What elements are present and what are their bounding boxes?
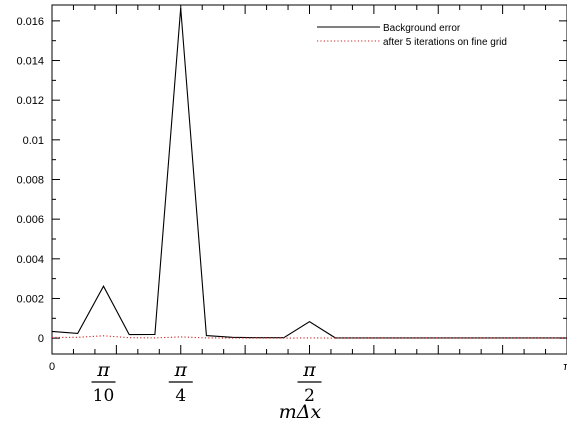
x-axis-label: mΔx xyxy=(279,401,322,423)
x-fraction-denominator: 2 xyxy=(304,386,315,406)
x-fraction-numerator: π xyxy=(96,359,110,381)
y-axis: 0 0.002 0.004 0.006 0.008 0.01 0.012 0.014 0.016 xyxy=(16,16,567,345)
y-tick-label: 0.008 xyxy=(16,175,44,187)
y-tick-label: 0.012 xyxy=(16,95,44,107)
y-tick-label: 0.01 xyxy=(23,135,44,147)
x-tick-label-left: 0 xyxy=(49,361,55,373)
y-tick-label: 0.016 xyxy=(16,16,44,28)
series-background-error-line xyxy=(51,7,567,339)
y-tick-label: 0 xyxy=(38,333,44,345)
x-fraction-denominator: 4 xyxy=(175,386,186,406)
x-tick-label-right: π xyxy=(563,361,567,373)
series-layer xyxy=(51,7,567,339)
plot-area xyxy=(51,4,567,355)
legend-label: after 5 iterations on fine grid xyxy=(383,37,507,48)
series-after-iterations-line xyxy=(51,335,567,339)
legend: Background error after 5 iterations on fi… xyxy=(317,23,507,48)
y-tick-label: 0.002 xyxy=(16,293,44,305)
y-tick-label: 0.004 xyxy=(16,254,44,266)
y-tick-label: 0.006 xyxy=(16,214,44,226)
y-tick-label: 0.014 xyxy=(16,56,44,68)
x-fraction-numerator: π xyxy=(174,359,188,381)
x-fraction-denominator: 10 xyxy=(93,386,115,406)
legend-label: Background error xyxy=(383,23,461,34)
plot-frame xyxy=(51,4,567,355)
x-axis: 0 π π 10 π 4 π 2 xyxy=(49,5,567,406)
x-fraction-numerator: π xyxy=(302,359,316,381)
